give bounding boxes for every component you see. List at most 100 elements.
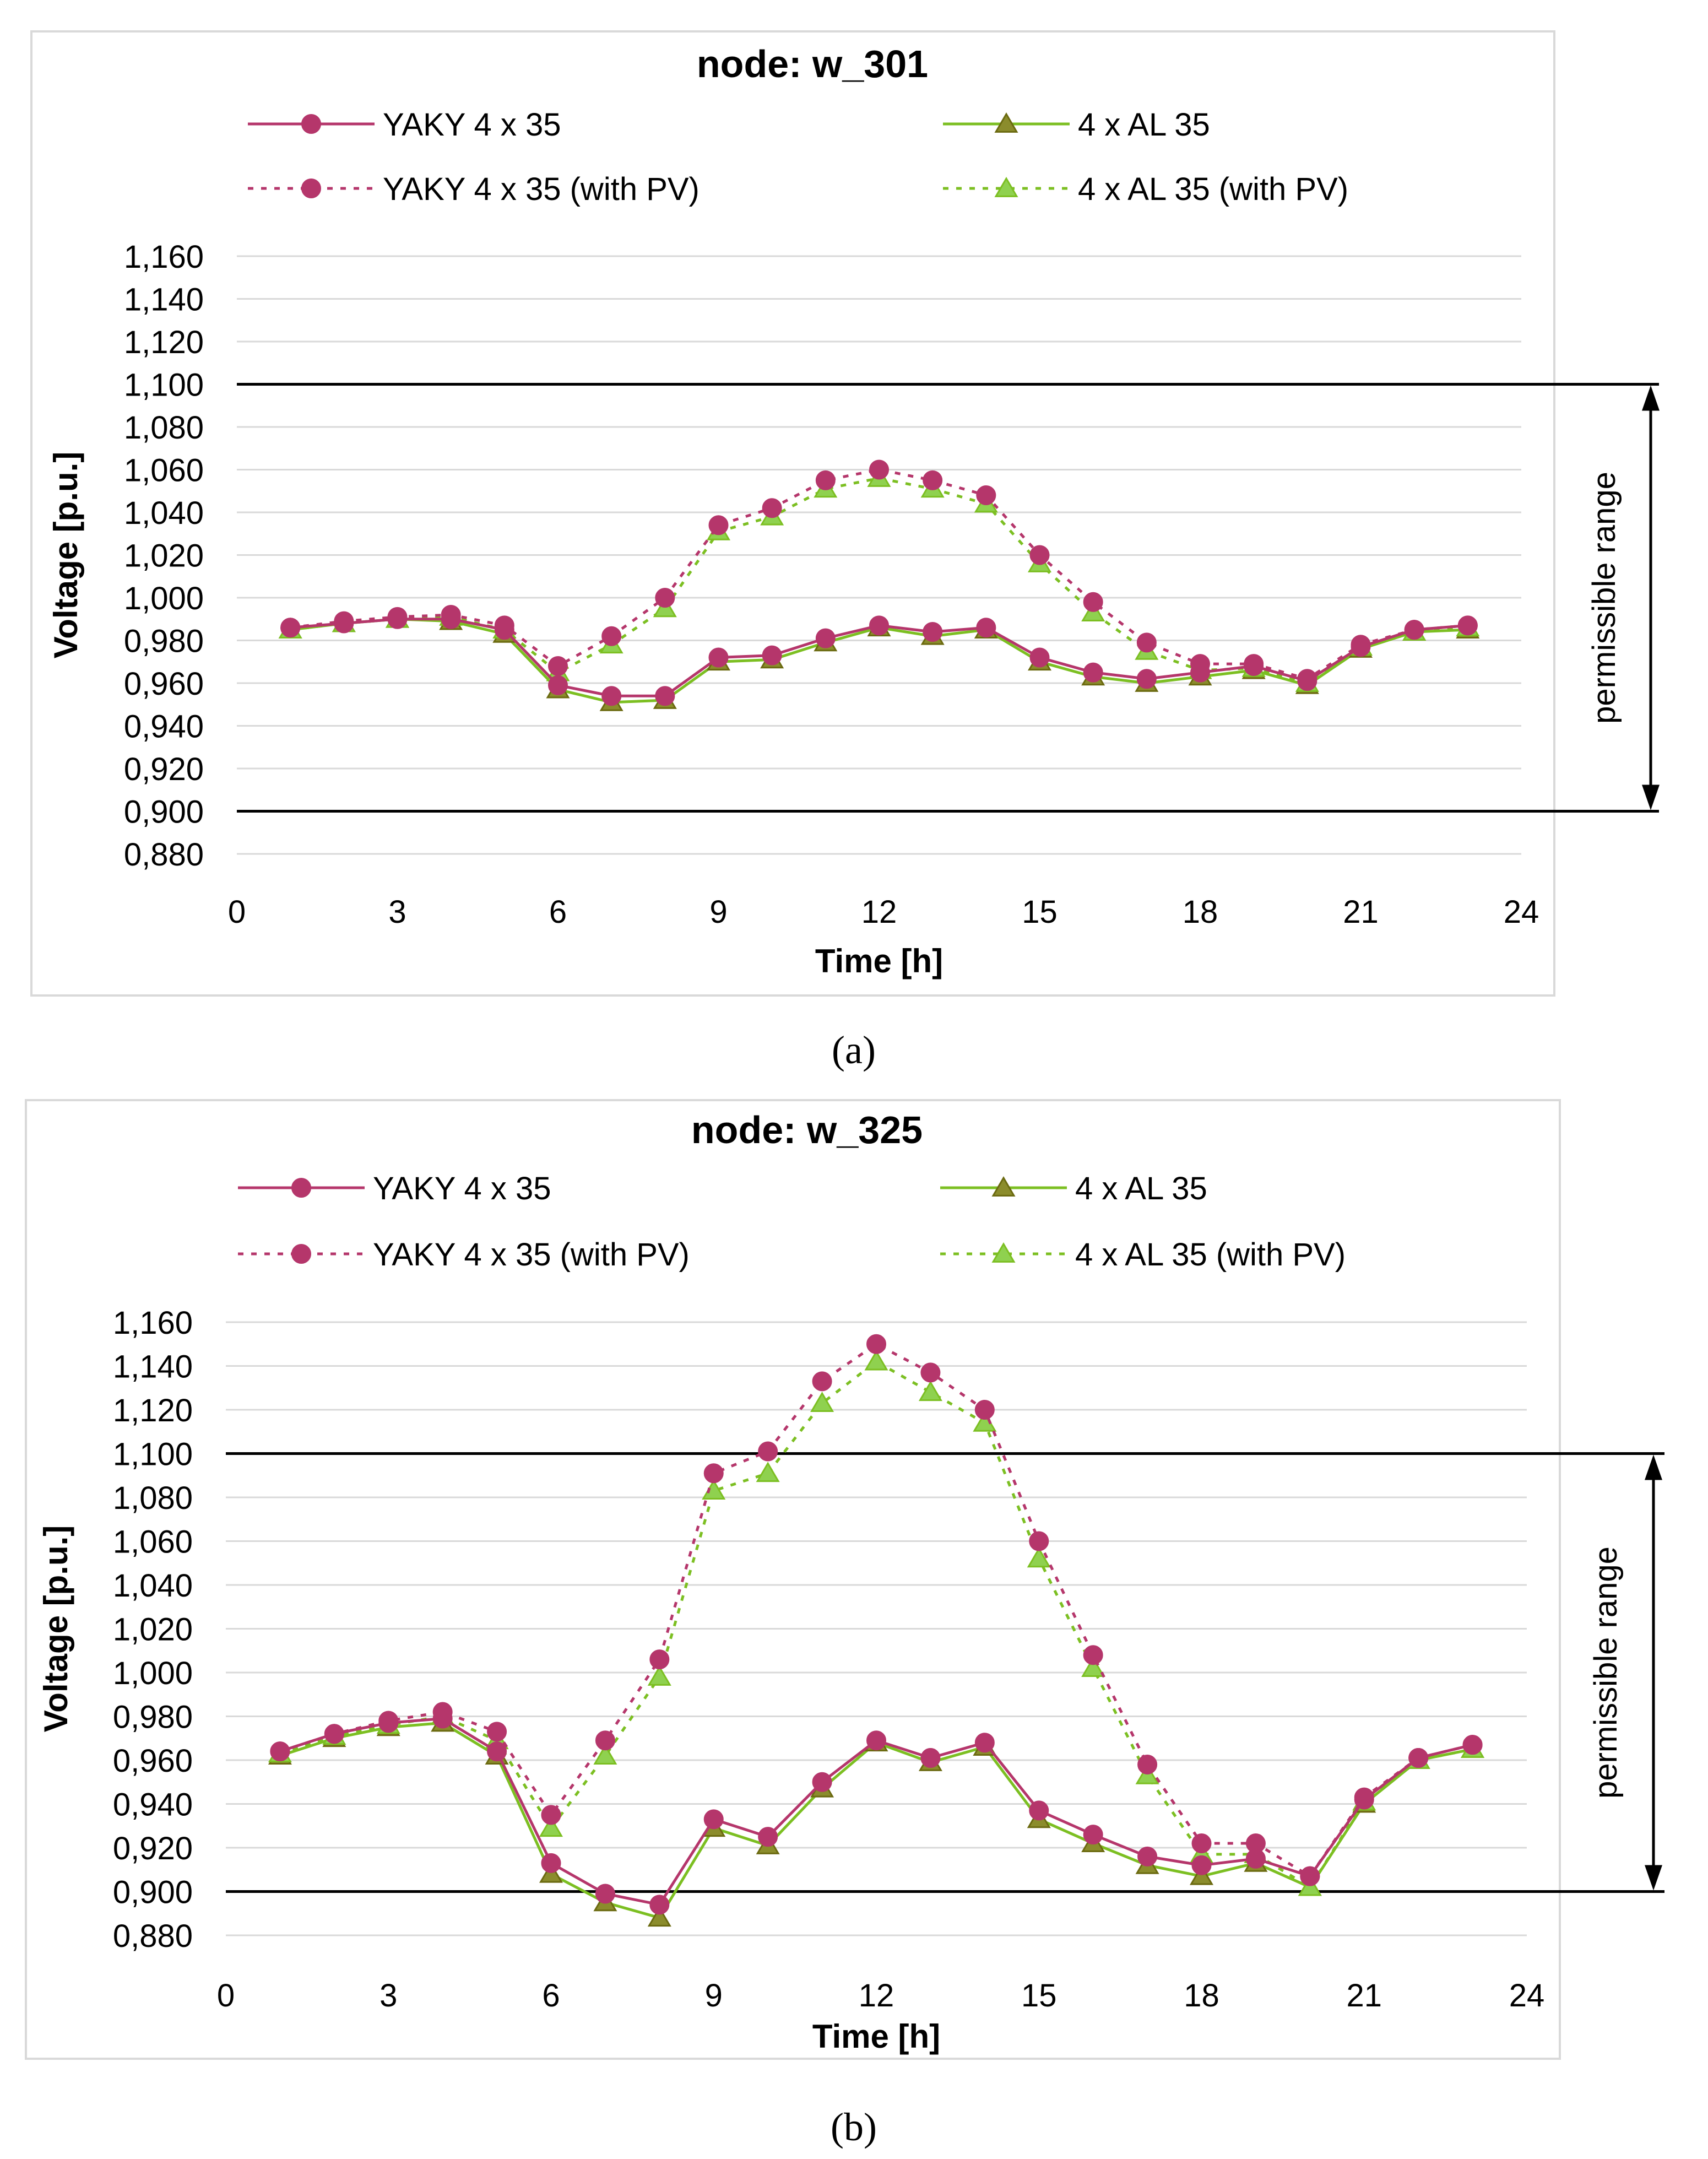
chart-a-y-tick-label: 1,140 [124, 282, 204, 318]
chart-a-x-tick-label: 12 [861, 894, 897, 930]
chart-b-legend-swatch-marker [991, 1176, 1016, 1197]
chart-b-legend-swatch-marker [291, 1244, 311, 1264]
chart-a-series-3-point [494, 615, 514, 636]
chart-b-series-4-point [539, 1816, 563, 1837]
chart-a-y-tick-label: 1,000 [124, 581, 204, 616]
chart-b-y-tick-label: 1,160 [113, 1305, 193, 1341]
chart-b-y-tick-label: 0,960 [113, 1743, 193, 1779]
chart-a-series-3-point [1351, 635, 1371, 655]
chart-b-series-4-point [918, 1381, 942, 1402]
chart-a-x-axis-label: Time [h] [815, 943, 943, 980]
chart-a-y-tick-label: 0,960 [124, 666, 204, 702]
chart-b-series-1-point [1083, 1825, 1103, 1845]
chart-b-legend-swatch-marker [291, 1178, 311, 1198]
chart-b-series-3-point [1408, 1748, 1429, 1768]
chart-a-y-tick-label: 1,080 [124, 410, 204, 446]
chart-b-y-tick-label: 1,000 [113, 1655, 193, 1691]
chart-b-legend: YAKY 4 x 35 4 x AL 35 YAKY 4 x 35 (with PV… [238, 1171, 1346, 1273]
chart-b-x-tick-label: 15 [1021, 1978, 1057, 2014]
chart-b-x-tick-label: 18 [1184, 1978, 1219, 2014]
chart-b-x-tick-label: 3 [379, 1978, 397, 2014]
chart-b-x-tick-label: 24 [1509, 1978, 1545, 2014]
chart-a-series-1-point [601, 686, 622, 706]
chart-b-series-3-point [866, 1334, 886, 1354]
chart-b-series-1-point [974, 1733, 995, 1753]
chart-b-series-2-point [539, 1862, 563, 1883]
chart-b-y-tick-label: 1,040 [113, 1568, 193, 1604]
chart-b-series-3-point [1029, 1531, 1049, 1551]
chart-a-y-tick-label: 1,100 [124, 367, 204, 403]
chart-b-x-axis-label: Time [h] [812, 2018, 940, 2055]
chart-b-series-3-point [1191, 1833, 1212, 1854]
chart-a-y-tick-label: 1,040 [124, 495, 204, 531]
chart-b-x-tick-label: 21 [1346, 1978, 1382, 2014]
chart-a-y-tick-label: 1,020 [124, 538, 204, 574]
chart-a-y-tick-label: 1,120 [124, 324, 204, 360]
chart-b-legend-swatch-marker [991, 1242, 1016, 1263]
chart-b-y-tick-label: 1,080 [113, 1480, 193, 1516]
chart-a-series-3-point [869, 459, 889, 480]
chart-b-x-tick-label: 0 [217, 1978, 235, 2014]
chart-a-series-1-point [869, 615, 889, 636]
chart-a-frame [30, 30, 1555, 997]
chart-panel-a: (a) node: w_301 0,880 0,900 0,920 0,940 0,960… [30, 30, 1660, 1072]
chart-b-series-4-point [593, 1744, 617, 1765]
chart-a-legend-swatch-marker [994, 177, 1018, 197]
chart-a-y-axis-label: Voltage [p.u.] [47, 452, 84, 659]
chart-a-series-1-point [708, 647, 729, 668]
chart-a-x-tick-label: 3 [388, 894, 406, 930]
chart-b-series-3-point [541, 1805, 561, 1825]
chart-a-legend-label: YAKY 4 x 35 (with PV) [383, 171, 700, 207]
chart-b-frame [25, 1099, 1561, 2060]
chart-a-x-tick-label: 0 [228, 894, 246, 930]
chart-a-series-3-point [762, 498, 782, 518]
chart-a-legend-swatch-marker [301, 114, 321, 134]
chart-b-y-tick-label: 0,980 [113, 1700, 193, 1735]
chart-b-series-4-point [1081, 1657, 1105, 1677]
chart-a-series-3-point [1190, 654, 1210, 674]
chart-a-x-tick-label: 9 [709, 894, 727, 930]
chart-a-y-tick-label: 0,920 [124, 751, 204, 787]
chart-b-series-3-point [270, 1741, 290, 1762]
chart-b-series-3-point [1245, 1833, 1266, 1854]
chart-a-series-1-point [548, 675, 568, 695]
chart-b-y-tick-label: 1,060 [113, 1524, 193, 1560]
chart-b-series-3-point [1300, 1866, 1320, 1886]
chart-b-series-1-point [1029, 1800, 1049, 1821]
chart-a-y-tick-label: 1,160 [124, 239, 204, 275]
chart-b-y-tick-label: 0,900 [113, 1875, 193, 1911]
chart-b-title: node: w_325 [691, 1108, 923, 1151]
chart-a-series-3-point [1244, 654, 1264, 674]
chart-a-series-3-point [387, 607, 408, 627]
chart-b-series-4-point [1298, 1875, 1322, 1896]
chart-a-title: node: w_301 [697, 42, 928, 85]
chart-a-legend-swatch-marker [301, 178, 321, 198]
chart-b-series-1-point [920, 1748, 941, 1768]
chart-b-y-tick-label: 1,140 [113, 1349, 193, 1385]
chart-a-series-1-point [1029, 647, 1050, 668]
chart-b-series-1-point [758, 1827, 778, 1847]
chart-a-range-arrow-head-up [1642, 385, 1660, 411]
chart-b-x-tick-label: 12 [859, 1978, 894, 2014]
chart-b-series-3-point [378, 1711, 399, 1731]
chart-b-series-3-point [703, 1463, 724, 1484]
chart-b-x-tick-label: 6 [542, 1978, 560, 2014]
chart-b-series-3-point [920, 1362, 941, 1383]
chart-a-series-1-point [1136, 669, 1157, 689]
chart-a-legend-label: 4 x AL 35 [1078, 107, 1210, 143]
chart-b-series-4-point [1135, 1763, 1159, 1784]
chart-b-series-3-point [1354, 1787, 1374, 1808]
chart-b-y-tick-label: 0,880 [113, 1918, 193, 1954]
chart-a-series-3-point [1297, 669, 1317, 689]
chart-a-series-3-point [601, 626, 622, 646]
chart-b-series-1-point [595, 1884, 615, 1904]
chart-b-series-4-point [864, 1350, 888, 1371]
chart-b-series-3-point [432, 1702, 453, 1722]
chart-b-series-1-point [487, 1741, 507, 1762]
chart-b: (b) node: w_325 0,880 0,900 0,920 0,940 0,960… [25, 1099, 1664, 2149]
chart-b-series-1-point [866, 1730, 886, 1751]
chart-a-series-3-point [708, 515, 729, 535]
chart-b-series-1-point [1137, 1846, 1158, 1866]
chart-b-y-axis-label: Voltage [p.u.] [37, 1525, 74, 1733]
chart-a-series-3-point [976, 485, 996, 505]
